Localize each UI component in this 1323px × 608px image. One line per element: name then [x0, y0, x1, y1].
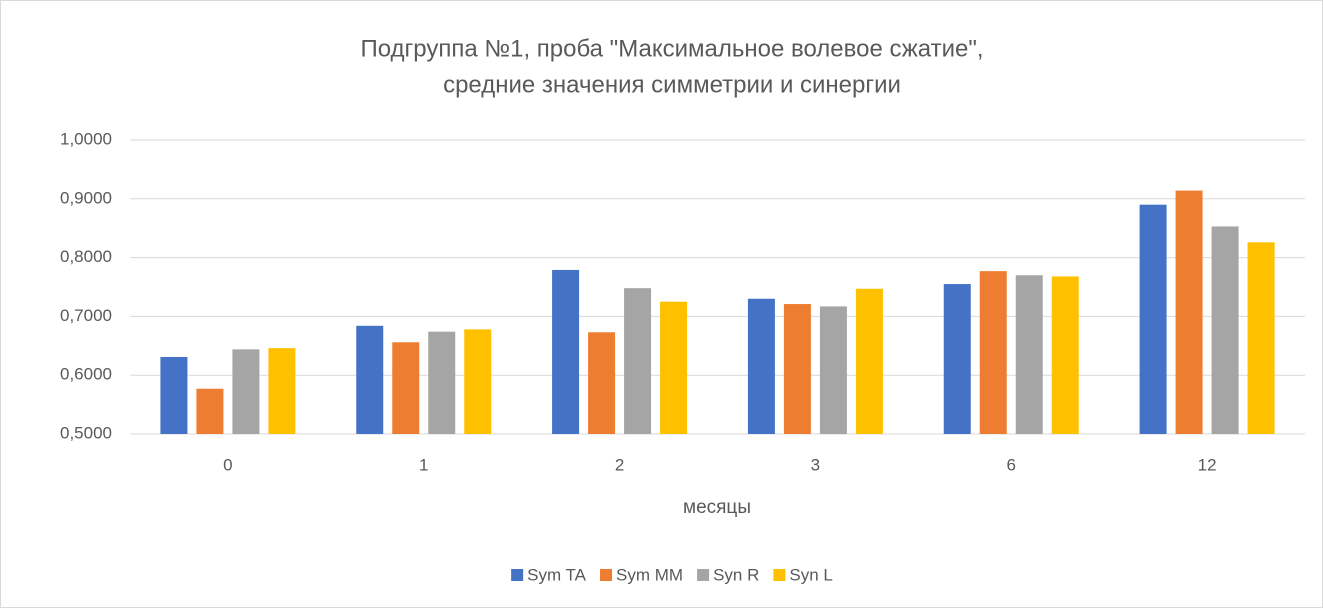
bar [819, 306, 847, 434]
bar [1211, 226, 1239, 434]
legend-swatch [697, 569, 710, 581]
x-tick-label: 1 [419, 455, 428, 474]
x-axis-title: месяцы [683, 497, 751, 518]
bar [428, 331, 456, 434]
y-tick-label: 0,5000 [60, 423, 112, 442]
bar [1175, 190, 1203, 434]
legend-label: Sym MM [616, 565, 683, 584]
x-tick-label: 2 [615, 455, 624, 474]
bar [552, 269, 580, 434]
y-tick-label: 0,6000 [60, 365, 112, 384]
x-tick-label: 0 [223, 455, 232, 474]
bar [624, 288, 652, 434]
bar [1051, 276, 1079, 434]
chart-title: Подгруппа №1, проба "Максимальное волево… [360, 35, 983, 62]
x-tick-label: 12 [1198, 455, 1217, 474]
bar [588, 332, 616, 434]
legend-label: Sym TA [527, 565, 587, 584]
legend-label: Syn R [713, 565, 759, 584]
bar [356, 325, 384, 434]
bar [1139, 204, 1167, 434]
y-tick-label: 0,8000 [60, 247, 112, 266]
x-tick-label: 3 [811, 455, 820, 474]
chart-title: средние значения симметрии и синергии [443, 71, 901, 98]
bar [855, 288, 883, 434]
bar [783, 304, 811, 434]
bar [660, 301, 688, 434]
bar [1015, 275, 1043, 434]
y-tick-label: 0,9000 [60, 188, 112, 207]
y-tick-label: 1,0000 [60, 129, 112, 148]
bar [943, 284, 971, 434]
bar [268, 348, 296, 434]
legend-label: Syn L [789, 565, 832, 584]
bar [392, 342, 420, 434]
y-tick-label: 0,7000 [60, 306, 112, 325]
x-tick-label: 6 [1007, 455, 1016, 474]
legend-swatch [600, 569, 613, 581]
bar [979, 271, 1007, 434]
bar [464, 329, 492, 434]
bar [196, 388, 224, 434]
bar [232, 349, 260, 434]
bar [160, 356, 188, 434]
legend-swatch [773, 569, 786, 581]
bar [747, 298, 775, 434]
bar [1247, 242, 1275, 434]
legend-swatch [511, 569, 524, 581]
